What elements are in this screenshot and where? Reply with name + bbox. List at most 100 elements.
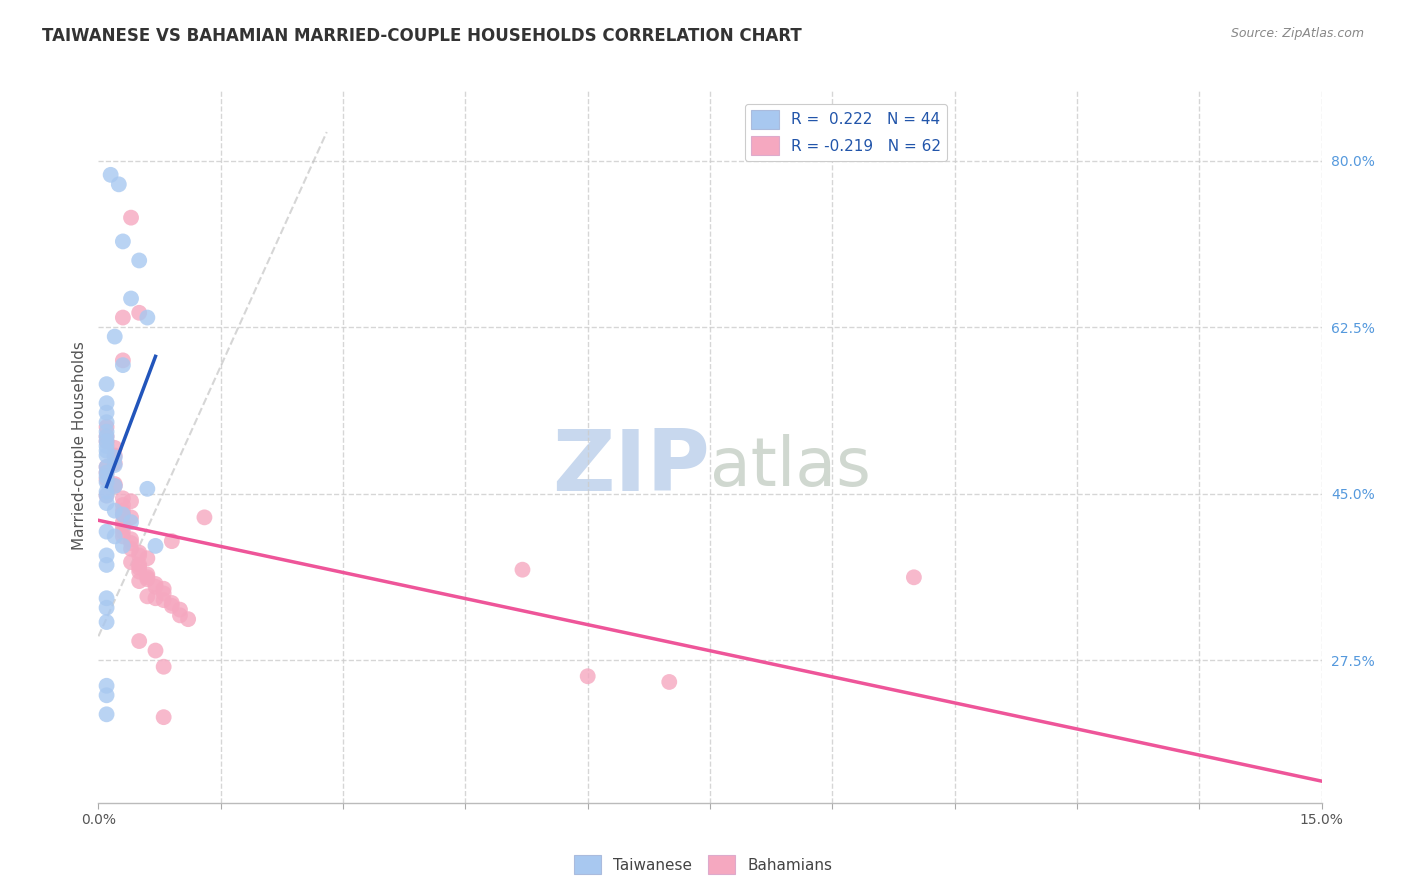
Point [96, 466, 118, 480]
Point [96, 475, 118, 490]
Point [111, 529, 134, 543]
Point [128, 561, 150, 575]
Point [128, 253, 150, 268]
Point [96, 377, 118, 392]
Point [136, 551, 159, 566]
Point [145, 643, 167, 657]
Point [96, 443, 118, 458]
Point [96, 459, 118, 474]
Point [104, 479, 127, 493]
Point [128, 545, 150, 559]
Point [104, 329, 127, 343]
Point [96, 488, 118, 502]
Point [160, 599, 183, 613]
Point [111, 353, 134, 368]
Point [104, 450, 127, 465]
Point [136, 482, 159, 496]
Point [96, 679, 118, 693]
Point [120, 536, 142, 550]
Text: TAIWANESE VS BAHAMIAN MARRIED-COUPLE HOUSEHOLDS CORRELATION CHART: TAIWANESE VS BAHAMIAN MARRIED-COUPLE HOU… [42, 27, 801, 45]
Point [145, 580, 167, 594]
Point [152, 710, 174, 724]
Point [120, 292, 142, 306]
Point [111, 539, 134, 553]
Point [128, 565, 150, 579]
Point [96, 472, 118, 486]
Point [145, 539, 167, 553]
Point [128, 306, 150, 320]
Point [96, 524, 118, 539]
Point [120, 510, 142, 524]
Point [96, 434, 118, 449]
Point [104, 477, 127, 491]
Point [96, 558, 118, 572]
Point [512, 563, 534, 577]
Point [111, 310, 134, 325]
Point [96, 429, 118, 443]
Point [160, 596, 183, 610]
Point [96, 406, 118, 420]
Point [104, 504, 127, 518]
Point [111, 491, 134, 506]
Point [96, 449, 118, 463]
Point [96, 439, 118, 453]
Point [96, 466, 118, 480]
Point [120, 211, 142, 225]
Point [96, 484, 118, 499]
Point [96, 615, 118, 629]
Point [120, 533, 142, 547]
Point [152, 582, 174, 596]
Point [136, 567, 159, 582]
Point [169, 602, 191, 616]
Point [111, 504, 134, 518]
Point [136, 310, 159, 325]
Point [104, 456, 127, 470]
Point [96, 396, 118, 410]
Point [96, 591, 118, 606]
Point [111, 520, 134, 534]
Legend: Taiwanese, Bahamians: Taiwanese, Bahamians [568, 849, 838, 880]
Point [128, 549, 150, 563]
Point [96, 425, 118, 439]
Point [111, 235, 134, 249]
Point [169, 608, 191, 623]
Point [111, 358, 134, 372]
Point [96, 415, 118, 429]
Point [104, 449, 127, 463]
Point [136, 572, 159, 586]
Point [96, 496, 118, 510]
Point [96, 429, 118, 443]
Point [152, 593, 174, 607]
Point [96, 420, 118, 434]
Point [576, 669, 599, 683]
Point [128, 634, 150, 648]
Point [152, 586, 174, 600]
Text: atlas: atlas [710, 434, 870, 500]
Point [136, 590, 159, 604]
Point [128, 574, 150, 588]
Point [160, 534, 183, 549]
Point [120, 515, 142, 529]
Point [96, 488, 118, 502]
Point [96, 600, 118, 615]
Text: Source: ZipAtlas.com: Source: ZipAtlas.com [1230, 27, 1364, 40]
Point [96, 469, 118, 483]
Point [658, 675, 681, 690]
Point [193, 510, 215, 524]
Y-axis label: Married-couple Households: Married-couple Households [72, 342, 87, 550]
Point [152, 659, 174, 673]
Point [111, 508, 134, 522]
Point [111, 515, 134, 529]
Point [108, 178, 131, 192]
Point [111, 498, 134, 512]
Point [120, 555, 142, 569]
Point [104, 441, 127, 455]
Point [104, 529, 127, 543]
Point [100, 168, 122, 182]
Text: ZIP: ZIP [553, 425, 710, 509]
Point [128, 558, 150, 572]
Point [120, 541, 142, 556]
Point [177, 612, 200, 626]
Point [96, 707, 118, 722]
Point [104, 479, 127, 493]
